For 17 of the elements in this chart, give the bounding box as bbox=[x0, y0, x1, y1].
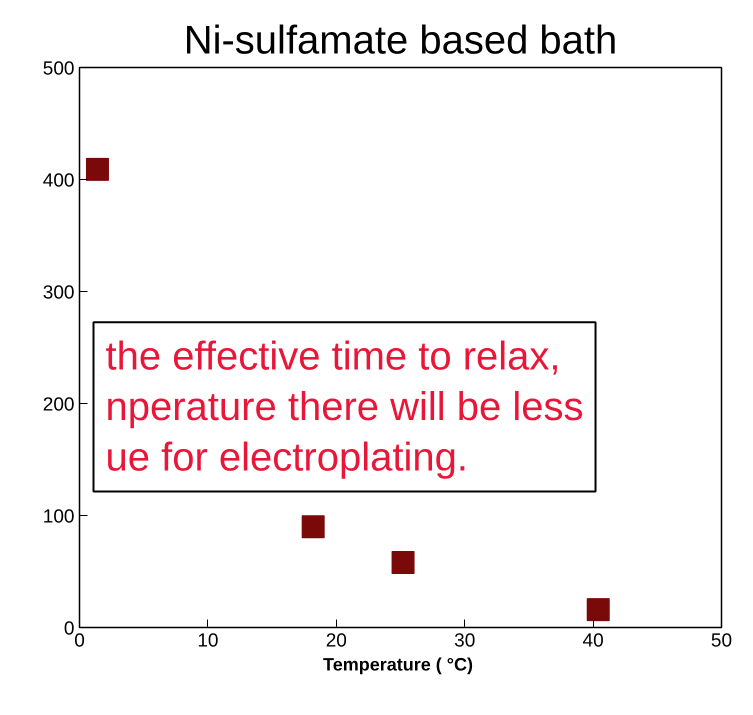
x-tick-label: 40 bbox=[582, 630, 604, 652]
y-tick-label: 200 bbox=[42, 394, 74, 416]
point bbox=[302, 515, 325, 538]
x-axis-title: Temperature ( °C) bbox=[323, 654, 473, 674]
y-tick-label: 100 bbox=[42, 506, 74, 528]
y-tick-label: 300 bbox=[42, 282, 74, 304]
annotation: the effective time to relax, nperature there will be less ue for electroplating. bbox=[106, 334, 584, 480]
point bbox=[586, 598, 610, 622]
x-tick-label: 30 bbox=[454, 630, 476, 652]
x-tick-label: 10 bbox=[197, 630, 218, 652]
y-tick-label: 500 bbox=[42, 58, 74, 80]
point bbox=[86, 158, 109, 181]
point bbox=[392, 551, 415, 574]
y-tick-label: 400 bbox=[42, 170, 74, 192]
x-tick-label: 20 bbox=[326, 630, 347, 652]
x-tick-label: 50 bbox=[710, 630, 732, 652]
chart-title: Ni-sulfamate based bath bbox=[184, 18, 618, 62]
